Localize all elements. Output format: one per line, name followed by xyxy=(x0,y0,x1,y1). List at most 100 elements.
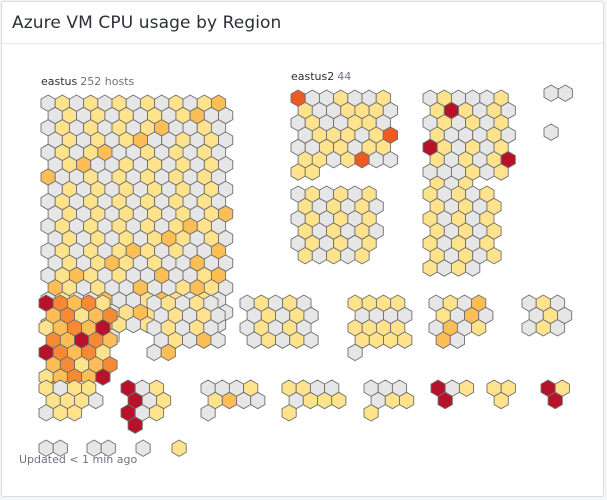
host-group-eastus2 xyxy=(290,89,398,181)
host-hexagon[interactable] xyxy=(304,163,320,181)
host-hexagon[interactable] xyxy=(437,391,453,410)
host-hexagon[interactable] xyxy=(289,331,305,349)
host-hexagon[interactable] xyxy=(340,246,356,265)
host-hexagon[interactable] xyxy=(246,331,262,349)
host-hexagon[interactable] xyxy=(363,404,379,422)
host-group-g19 xyxy=(430,379,475,410)
host-group-g5 xyxy=(543,123,559,141)
host-hexagon[interactable] xyxy=(436,259,452,277)
host-hexagon[interactable] xyxy=(354,150,370,169)
host-hexagon[interactable] xyxy=(302,391,318,410)
host-hexagon[interactable] xyxy=(458,379,475,397)
host-hexagon[interactable] xyxy=(397,331,413,349)
host-group-g24 xyxy=(135,439,151,457)
host-hexagon[interactable] xyxy=(471,319,487,337)
group-label-eastus[interactable]: eastus 252 hosts xyxy=(41,75,134,88)
host-group-g12 xyxy=(428,294,494,349)
host-group-g6 xyxy=(290,185,384,265)
host-hexagon[interactable] xyxy=(435,331,451,349)
host-hexagon[interactable] xyxy=(171,439,187,457)
host-hexagon[interactable] xyxy=(297,246,313,265)
host-hexagon[interactable] xyxy=(275,331,291,349)
host-hexagon[interactable] xyxy=(66,404,83,422)
host-group-g25 xyxy=(171,439,187,457)
host-group-eastus xyxy=(40,94,234,346)
host-hexagon[interactable] xyxy=(543,123,559,141)
host-hexagon[interactable] xyxy=(125,315,141,334)
group-host-count: 252 hosts xyxy=(80,75,135,88)
host-hexagon[interactable] xyxy=(383,331,399,349)
host-hexagon[interactable] xyxy=(382,150,398,169)
group-label-eastus2[interactable]: eastus2 44 xyxy=(291,70,351,83)
host-hexagon[interactable] xyxy=(135,439,151,457)
host-hexagon[interactable] xyxy=(535,319,551,337)
host-hexagon[interactable] xyxy=(160,343,176,362)
host-hexagon[interactable] xyxy=(547,391,563,410)
host-hexagon[interactable] xyxy=(146,343,162,362)
host-hexagon[interactable] xyxy=(311,246,327,265)
host-hexagon[interactable] xyxy=(260,331,276,349)
host-hexagon[interactable] xyxy=(326,150,342,169)
host-hexagon[interactable] xyxy=(354,246,370,265)
host-hexagon[interactable] xyxy=(399,391,415,410)
host-hexagon[interactable] xyxy=(331,391,347,410)
host-hexagon[interactable] xyxy=(303,331,319,349)
host-hexagon[interactable] xyxy=(543,84,559,102)
host-group-g11 xyxy=(347,294,413,362)
host-hexagon[interactable] xyxy=(88,391,104,410)
host-hexagon[interactable] xyxy=(196,331,212,349)
host-hexagon[interactable] xyxy=(368,331,384,349)
host-group-g23 xyxy=(86,439,116,457)
host-hexagon[interactable] xyxy=(422,259,438,277)
host-group-g16 xyxy=(200,379,266,422)
host-hexagon[interactable] xyxy=(450,259,467,277)
host-hexagon[interactable] xyxy=(221,391,237,410)
host-hexagon[interactable] xyxy=(52,439,68,457)
host-hexagon[interactable] xyxy=(250,391,266,410)
host-group-g10 xyxy=(239,294,319,349)
host-hexagon[interactable] xyxy=(281,404,297,422)
host-hexagon[interactable] xyxy=(52,404,68,422)
host-hexagon[interactable] xyxy=(100,439,116,457)
host-hexagon[interactable] xyxy=(449,331,465,349)
host-hexagon[interactable] xyxy=(148,404,165,422)
host-hexagon[interactable] xyxy=(486,246,502,265)
host-hexagon[interactable] xyxy=(493,163,509,181)
host-group-g17 xyxy=(281,379,347,422)
host-hexagon[interactable] xyxy=(182,331,198,349)
widget-header: Azure VM CPU usage by Region xyxy=(2,2,603,44)
host-hexagon[interactable] xyxy=(317,391,333,410)
host-hexagon[interactable] xyxy=(557,84,573,102)
host-group-g8 xyxy=(38,294,118,399)
host-hexagon[interactable] xyxy=(493,391,509,410)
group-name: eastus xyxy=(41,75,78,88)
host-hexagon[interactable] xyxy=(479,163,495,181)
host-group-g9 xyxy=(146,294,226,362)
host-hexagon[interactable] xyxy=(38,404,54,422)
host-hexagon[interactable] xyxy=(549,319,566,337)
group-host-count: 44 xyxy=(337,70,352,83)
host-group-g7 xyxy=(422,185,502,277)
host-hexagon[interactable] xyxy=(326,246,342,265)
host-group-g21 xyxy=(540,379,570,410)
host-hexagon[interactable] xyxy=(95,368,111,386)
host-group-g20 xyxy=(486,379,516,410)
host-group-g13 xyxy=(521,294,573,337)
host-hexagon[interactable] xyxy=(236,391,252,410)
host-hexagon[interactable] xyxy=(368,150,384,169)
host-hexagon[interactable] xyxy=(200,404,216,422)
host-hexagon[interactable] xyxy=(347,343,363,362)
host-hexagon[interactable] xyxy=(465,259,481,277)
host-group-g14 xyxy=(38,379,104,422)
host-group-g22 xyxy=(38,439,68,457)
host-hexagon[interactable] xyxy=(384,391,400,410)
host-hexagon[interactable] xyxy=(290,163,306,181)
host-hexagon[interactable] xyxy=(340,150,356,169)
host-hexagon[interactable] xyxy=(127,416,143,434)
host-hexagon[interactable] xyxy=(521,319,537,337)
updated-status: Updated < 1 min ago xyxy=(19,453,138,466)
host-group-g3 xyxy=(422,89,516,194)
host-hexagon[interactable] xyxy=(210,331,226,349)
